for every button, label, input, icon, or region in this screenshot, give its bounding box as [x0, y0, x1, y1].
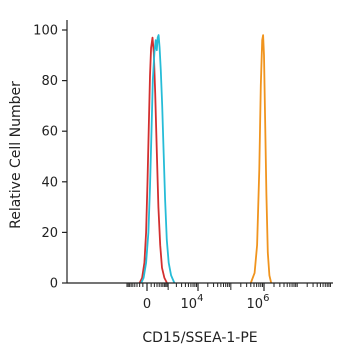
- y-tick-label: 0: [50, 277, 58, 292]
- axes: 0 20 40 60 80 100 0 104 106: [33, 20, 333, 312]
- x-tick-label: 106: [247, 293, 270, 312]
- y-tick-label: 40: [41, 175, 58, 190]
- y-tick-label: 60: [41, 125, 58, 140]
- plot-marks: [138, 34, 273, 284]
- y-tick-label: 100: [33, 24, 58, 39]
- y-tick-label: 80: [41, 74, 58, 89]
- series-line-2: [140, 34, 176, 284]
- y-axis-label: Relative Cell Number: [8, 81, 24, 229]
- series-line-1: [138, 36, 168, 284]
- x-tick-label: 0: [143, 297, 151, 312]
- x-axis-label: CD15/SSEA-1-PE: [142, 330, 257, 346]
- series-line-3: [249, 34, 273, 284]
- y-tick-label: 20: [41, 226, 58, 241]
- x-tick-label: 104: [181, 293, 204, 312]
